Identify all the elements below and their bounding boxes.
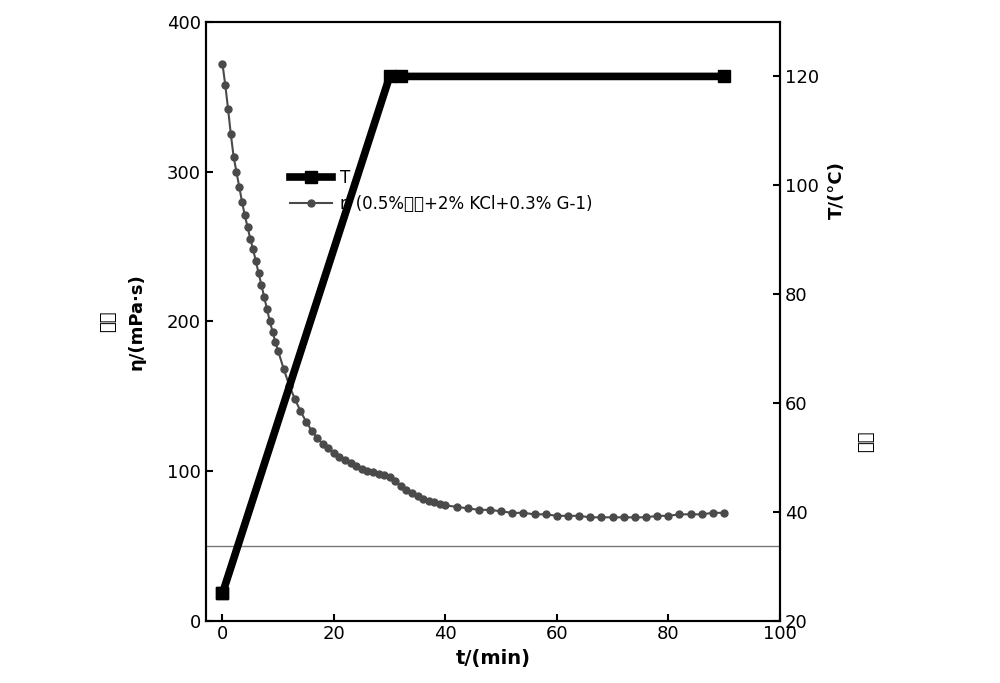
T <box>216 589 228 598</box>
Text: 粘度: 粘度 <box>99 311 117 332</box>
η (0.5%主剂+2% KCl+0.3% G-1) <box>216 60 228 68</box>
Text: η/(mPa·s): η/(mPa·s) <box>128 273 146 370</box>
Line: T: T <box>217 71 730 599</box>
T <box>718 72 730 81</box>
η (0.5%主剂+2% KCl+0.3% G-1) <box>236 197 248 206</box>
T <box>216 589 228 598</box>
T <box>395 72 407 81</box>
T <box>384 72 396 81</box>
η (0.5%主剂+2% KCl+0.3% G-1) <box>378 471 390 479</box>
η (0.5%主剂+2% KCl+0.3% G-1) <box>439 501 451 510</box>
η (0.5%主剂+2% KCl+0.3% G-1) <box>718 509 730 517</box>
X-axis label: t/(min): t/(min) <box>455 649 530 668</box>
Legend: T, η (0.5%主剂+2% KCl+0.3% G-1): T, η (0.5%主剂+2% KCl+0.3% G-1) <box>283 162 599 220</box>
η (0.5%主剂+2% KCl+0.3% G-1) <box>584 513 596 521</box>
η (0.5%主剂+2% KCl+0.3% G-1) <box>428 499 440 507</box>
Text: 温度: 温度 <box>857 430 875 451</box>
Text: T/(°C): T/(°C) <box>828 161 846 219</box>
η (0.5%主剂+2% KCl+0.3% G-1) <box>551 512 563 520</box>
Line: η (0.5%主剂+2% KCl+0.3% G-1): η (0.5%主剂+2% KCl+0.3% G-1) <box>219 60 727 521</box>
η (0.5%主剂+2% KCl+0.3% G-1) <box>306 426 318 434</box>
